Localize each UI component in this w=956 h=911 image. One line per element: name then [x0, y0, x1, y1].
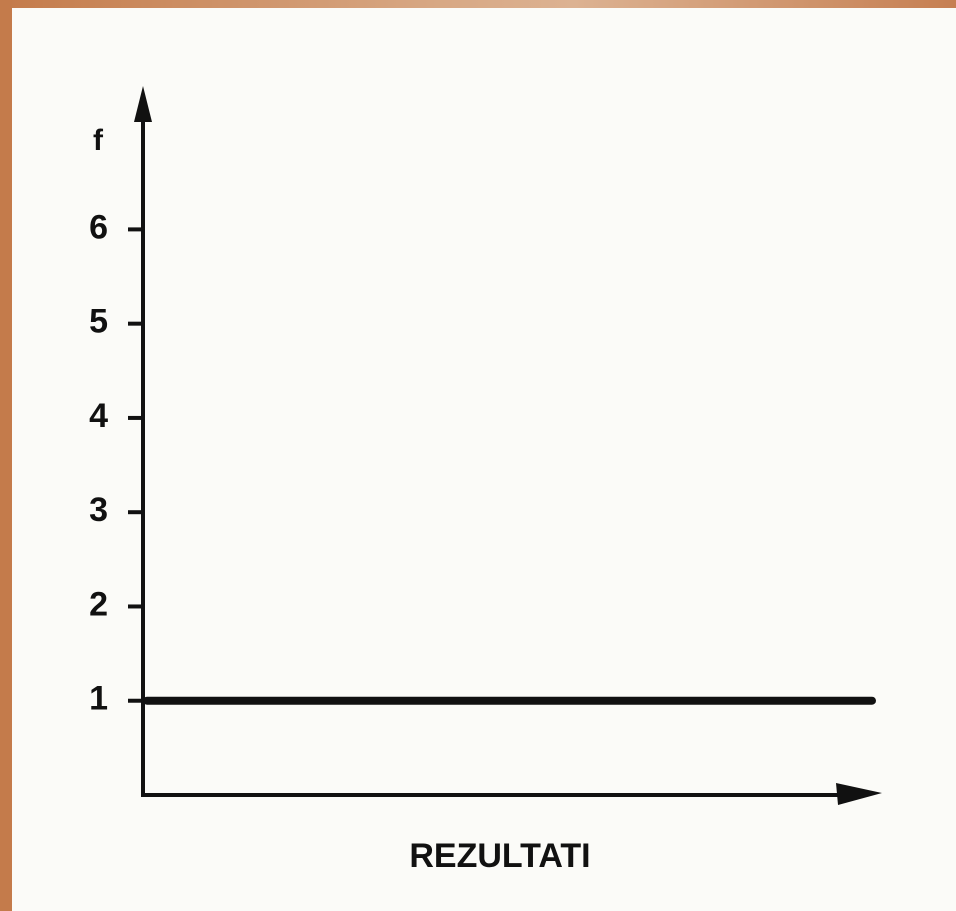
- left-border: [0, 0, 12, 911]
- y-tick-label: 3: [89, 491, 108, 529]
- y-tick-label: 2: [89, 585, 108, 623]
- y-axis-label: f: [93, 124, 104, 157]
- top-border: [0, 0, 956, 8]
- y-tick-label: 1: [89, 680, 108, 718]
- x-axis-label: REZULTATI: [409, 837, 590, 875]
- y-tick-label: 4: [89, 397, 108, 435]
- y-axis-arrow: [134, 86, 152, 122]
- y-tick-label: 6: [89, 208, 108, 246]
- y-tick-label: 5: [89, 303, 108, 341]
- x-axis-arrow: [836, 783, 882, 805]
